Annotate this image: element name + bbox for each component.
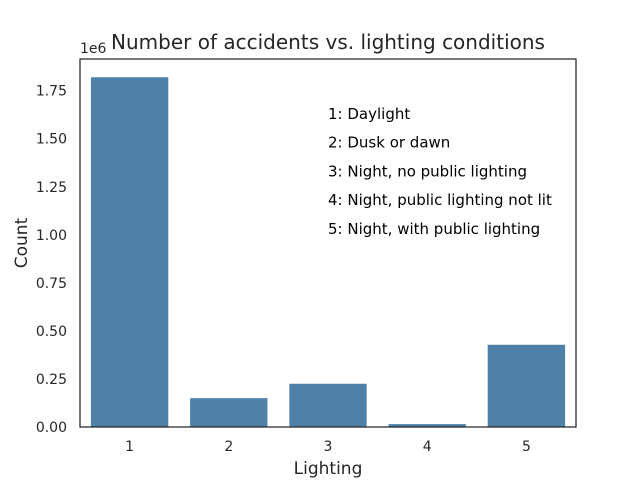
annotations-group: 1: Daylight 2: Dusk or dawn 3: Night, no p… xyxy=(328,105,552,238)
y-offset-label: 1e6 xyxy=(80,41,107,57)
x-tick-label: 4 xyxy=(423,439,432,455)
y-ticks-group: 0.00 0.25 0.50 0.75 1.00 1.25 1.50 1.75 xyxy=(36,84,67,436)
bar-3 xyxy=(289,383,367,427)
legend-annotation: 5: Night, with public lighting xyxy=(328,220,540,238)
x-tick-label: 3 xyxy=(324,439,333,455)
legend-annotation: 3: Night, no public lighting xyxy=(328,162,527,180)
bar-1 xyxy=(90,77,169,428)
legend-annotation: 4: Night, public lighting not lit xyxy=(328,191,552,209)
bar-5 xyxy=(487,344,566,427)
x-tick-label: 1 xyxy=(125,439,134,455)
y-tick-label: 1.00 xyxy=(36,228,67,244)
y-tick-label: 1.25 xyxy=(36,180,67,196)
chart-title: Number of accidents vs. lighting conditi… xyxy=(111,30,545,54)
y-axis-label: Count xyxy=(12,217,32,268)
x-ticks-group: 1 2 3 4 5 xyxy=(125,439,531,455)
bar-4 xyxy=(388,424,466,427)
legend-annotation: 1: Daylight xyxy=(328,105,410,123)
y-tick-label: 0.25 xyxy=(36,372,67,388)
bar-2 xyxy=(190,398,268,427)
y-tick-label: 1.50 xyxy=(36,132,67,148)
bars-group xyxy=(90,77,566,428)
legend-annotation: 2: Dusk or dawn xyxy=(328,134,450,152)
y-tick-label: 0.00 xyxy=(36,420,67,436)
y-tick-label: 0.50 xyxy=(36,324,67,340)
x-tick-label: 2 xyxy=(224,439,233,455)
y-tick-label: 0.75 xyxy=(36,276,67,292)
y-tick-label: 1.75 xyxy=(36,84,67,100)
x-tick-label: 5 xyxy=(522,439,531,455)
plot-frame xyxy=(79,58,577,428)
x-axis-label: Lighting xyxy=(294,459,363,479)
